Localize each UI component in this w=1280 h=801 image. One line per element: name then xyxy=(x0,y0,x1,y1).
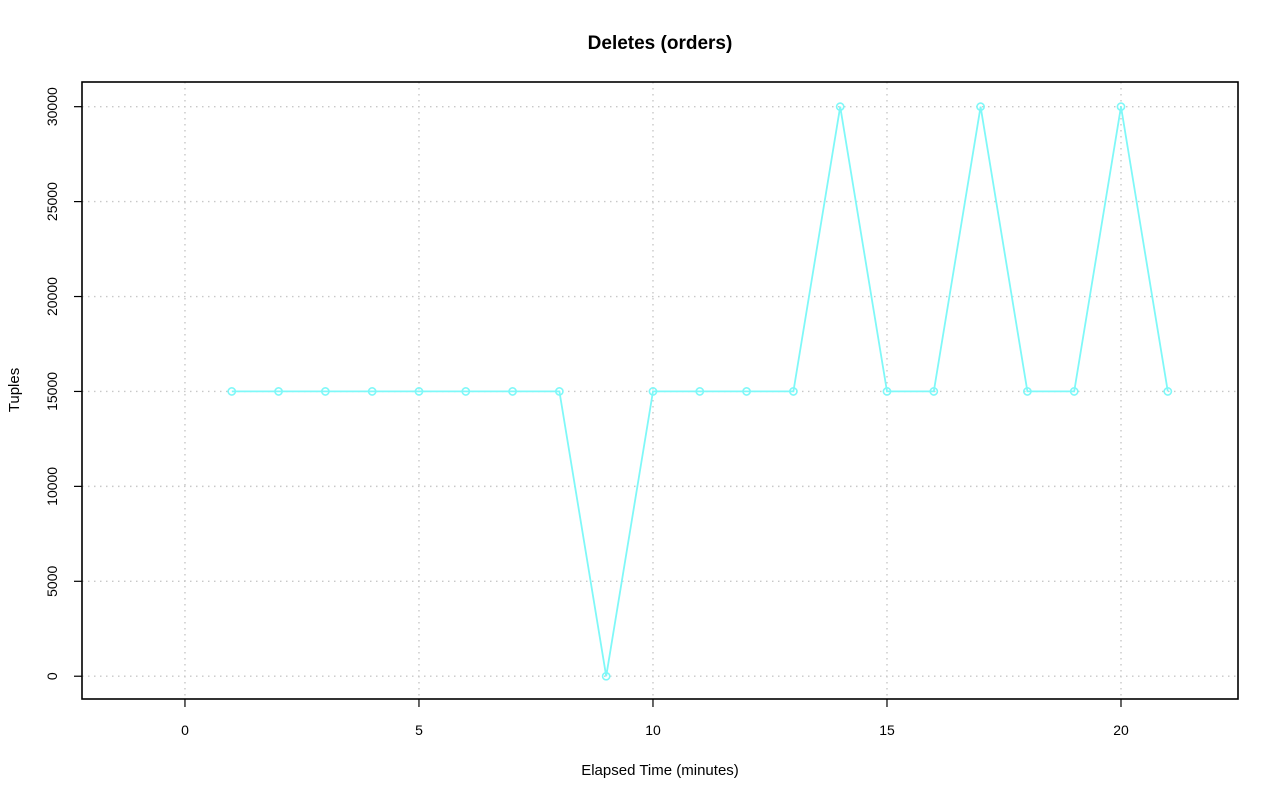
data-point xyxy=(742,387,751,396)
y-axis-label: Tuples xyxy=(6,368,23,412)
x-tick-label: 15 xyxy=(879,722,895,738)
y-tick-label: 25000 xyxy=(44,182,60,221)
y-tick-label: 10000 xyxy=(44,467,60,506)
data-point xyxy=(929,387,939,396)
data-point xyxy=(648,387,658,396)
data-point xyxy=(554,387,564,396)
data-point xyxy=(461,387,471,396)
data-point xyxy=(1069,387,1079,396)
y-axis: 0 5000 10000 15000 20000 25000 30000 xyxy=(44,87,82,680)
data-point xyxy=(882,387,892,396)
y-tick-label: 30000 xyxy=(44,87,60,126)
series-line xyxy=(231,106,1169,677)
data-point xyxy=(788,387,798,396)
plot-frame xyxy=(81,81,1239,700)
y-tick-label: 0 xyxy=(44,672,60,680)
data-point xyxy=(274,387,283,396)
data-point xyxy=(1163,387,1173,396)
data-point xyxy=(320,387,330,396)
x-tick-label: 10 xyxy=(645,722,661,738)
data-point xyxy=(601,671,611,681)
data-point xyxy=(1116,102,1126,112)
data-point xyxy=(1022,387,1032,396)
x-axis: 0 5 10 15 20 xyxy=(181,699,1129,738)
x-tick-label: 20 xyxy=(1113,722,1129,738)
data-point xyxy=(227,387,237,396)
data-point xyxy=(508,387,517,396)
y-tick-label: 15000 xyxy=(44,372,60,411)
y-tick-label: 5000 xyxy=(44,566,60,597)
grid xyxy=(82,82,1238,699)
data-point xyxy=(835,102,845,112)
series-layer xyxy=(227,102,1173,681)
x-axis-label: Elapsed Time (minutes) xyxy=(581,762,739,779)
y-tick-label: 20000 xyxy=(44,277,60,316)
data-point xyxy=(367,387,377,396)
data-point xyxy=(695,387,705,396)
data-point xyxy=(976,102,985,112)
data-point xyxy=(414,387,424,396)
x-tick-label: 0 xyxy=(181,722,189,738)
chart-title: Deletes (orders) xyxy=(588,33,733,54)
x-tick-label: 5 xyxy=(415,722,423,738)
